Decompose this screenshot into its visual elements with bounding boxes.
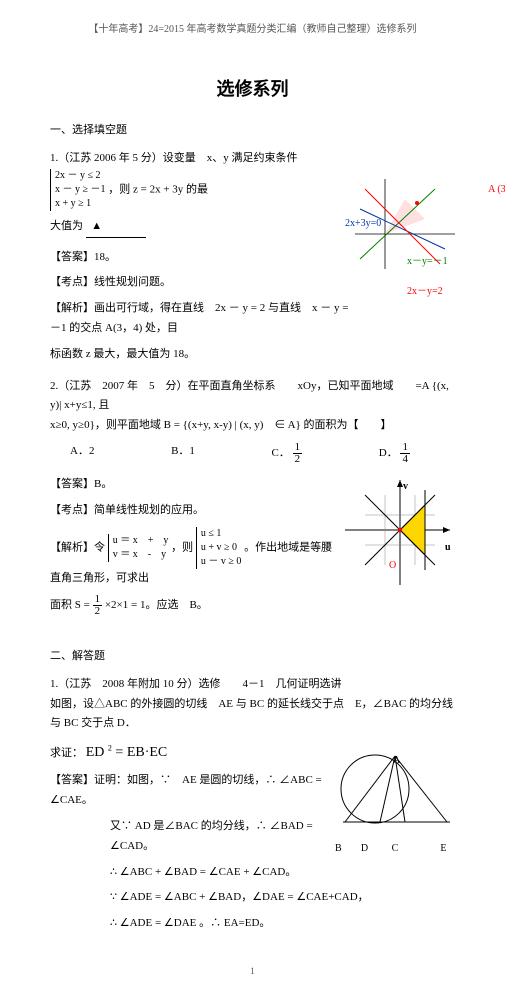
- q2-area-den: 2: [93, 606, 103, 617]
- q1-tail: ，则 z = 2x + 3y 的最: [108, 183, 208, 195]
- q2-sys3-l1: u ≤ 1: [201, 528, 222, 539]
- section-heading-2: 二、解答题: [50, 647, 455, 663]
- q2-options: A．2 B．1 C． 12 D． 14: [70, 442, 410, 465]
- q2-sys3-l2: u + v ≥ 0: [201, 542, 237, 553]
- q3-prove-right: = EB·EC: [115, 745, 167, 760]
- q2-optD-den: 4: [400, 454, 410, 465]
- graph3-E: E: [411, 840, 447, 858]
- q2-optC: C． 12: [272, 442, 303, 465]
- graph1-label-A: A (3, 4): [419, 181, 505, 199]
- q1-sys-l2: x － y ≥ －1: [55, 184, 106, 195]
- graph2-axis-v: v: [403, 478, 505, 496]
- q3-prove-left: ED: [86, 745, 105, 760]
- graph2-origin: O: [389, 557, 499, 575]
- graph2-axis-u: u: [445, 539, 505, 557]
- graph-3: A B D C E: [335, 744, 455, 888]
- q2-line2: x≥0, y≥0}，则平面地域 B = {(x+y, x-y) | (x, y)…: [50, 416, 455, 436]
- q2-sys-cond: u ≤ 1 u + v ≥ 0 u － v ≥ 0: [196, 527, 242, 569]
- q2-sys2-l2: v ＝ x - y: [113, 549, 166, 560]
- q1-constraint-system: 2x － y ≤ 2 x － y ≥ －1 x + y ≥ 1: [50, 169, 106, 211]
- graph1-eq-mid: x－y=－1: [407, 253, 505, 271]
- q2-source: 2.（江苏 2007 年 5 分）在平面直角坐标系 xOy，已知平面地域 =A …: [50, 377, 455, 417]
- q1-sys-l3: x + y ≥ 1: [55, 198, 91, 209]
- section-heading-1: 一、选择填空题: [50, 121, 455, 137]
- page-header: 【十年高考】24=2015 年高考数学真题分类汇编（教师自己整理）选修系列: [50, 20, 455, 35]
- page-title: 选修系列: [50, 75, 455, 101]
- q3-p5: ∴ ∠ADE = ∠DAE 。∴ EA=ED。: [110, 914, 455, 934]
- q2-area-pre: 面积 S =: [50, 599, 90, 611]
- q2-area-tail: ×2×1 = 1。应选 B。: [105, 599, 208, 611]
- q2-sys-uv: u ＝ x + y v ＝ x - y: [108, 534, 169, 562]
- q1-source: 1.（江苏 2006 年 5 分）设变量 x、y 满足约束条件: [50, 152, 298, 164]
- q3-prove-label: 求证：: [50, 747, 83, 759]
- graph-1: A (3, 4) 2x+3y=0 x－y=－1 2x－y=2: [355, 179, 455, 349]
- q2-optD: D． 14: [379, 442, 410, 465]
- q2-mid: ，则: [171, 541, 193, 553]
- q3-p4: ∵ ∠ADE = ∠ABC + ∠BAD，∠DAE = ∠CAE+CAD，: [110, 888, 455, 908]
- graph3-C: C: [382, 840, 408, 858]
- q2-optC-den: 2: [293, 454, 303, 465]
- q2-optD-pre: D．: [379, 447, 398, 459]
- graph-2: v u O: [345, 475, 455, 647]
- q3-prove-sup: 2: [108, 744, 112, 753]
- graph3-A: A: [393, 752, 505, 770]
- page-number: 1: [50, 966, 455, 976]
- q1-sys-l1: 2x － y ≤ 2: [55, 170, 101, 181]
- graph3-B: B: [335, 840, 347, 858]
- q2-optC-pre: C．: [272, 447, 290, 459]
- q2-optA: A．2: [70, 442, 94, 465]
- q2-sys3-l3: u － v ≥ 0: [201, 556, 242, 567]
- q1-line2-pre: 大值为: [50, 220, 83, 232]
- page-root: 【十年高考】24=2015 年高考数学真题分类汇编（教师自己整理）选修系列 选修…: [0, 0, 505, 996]
- graph1-eq-bot: 2x－y=2: [407, 283, 505, 301]
- question-1: A (3, 4) 2x+3y=0 x－y=－1 2x－y=2 1.（江苏 200…: [50, 149, 455, 365]
- q2-optB: B．1: [171, 442, 195, 465]
- graph1-eq-top: 2x+3y=0: [345, 215, 445, 233]
- q1-blank: ▲: [86, 217, 146, 238]
- q2-sys2-l1: u ＝ x + y: [113, 535, 169, 546]
- q2-analysis-pre: 【解析】令: [50, 541, 105, 553]
- graph3-D: D: [350, 840, 380, 858]
- q3-line2: 如图，设△ABC 的外接圆的切线 AE 与 BC 的延长线交于点 E，∠BAC …: [50, 695, 455, 735]
- q3-source: 1.（江苏 2008 年附加 10 分）选修 4－1 几何证明选讲: [50, 675, 455, 695]
- question-2: 2.（江苏 2007 年 5 分）在平面直角坐标系 xOy，已知平面地域 =A …: [50, 377, 455, 618]
